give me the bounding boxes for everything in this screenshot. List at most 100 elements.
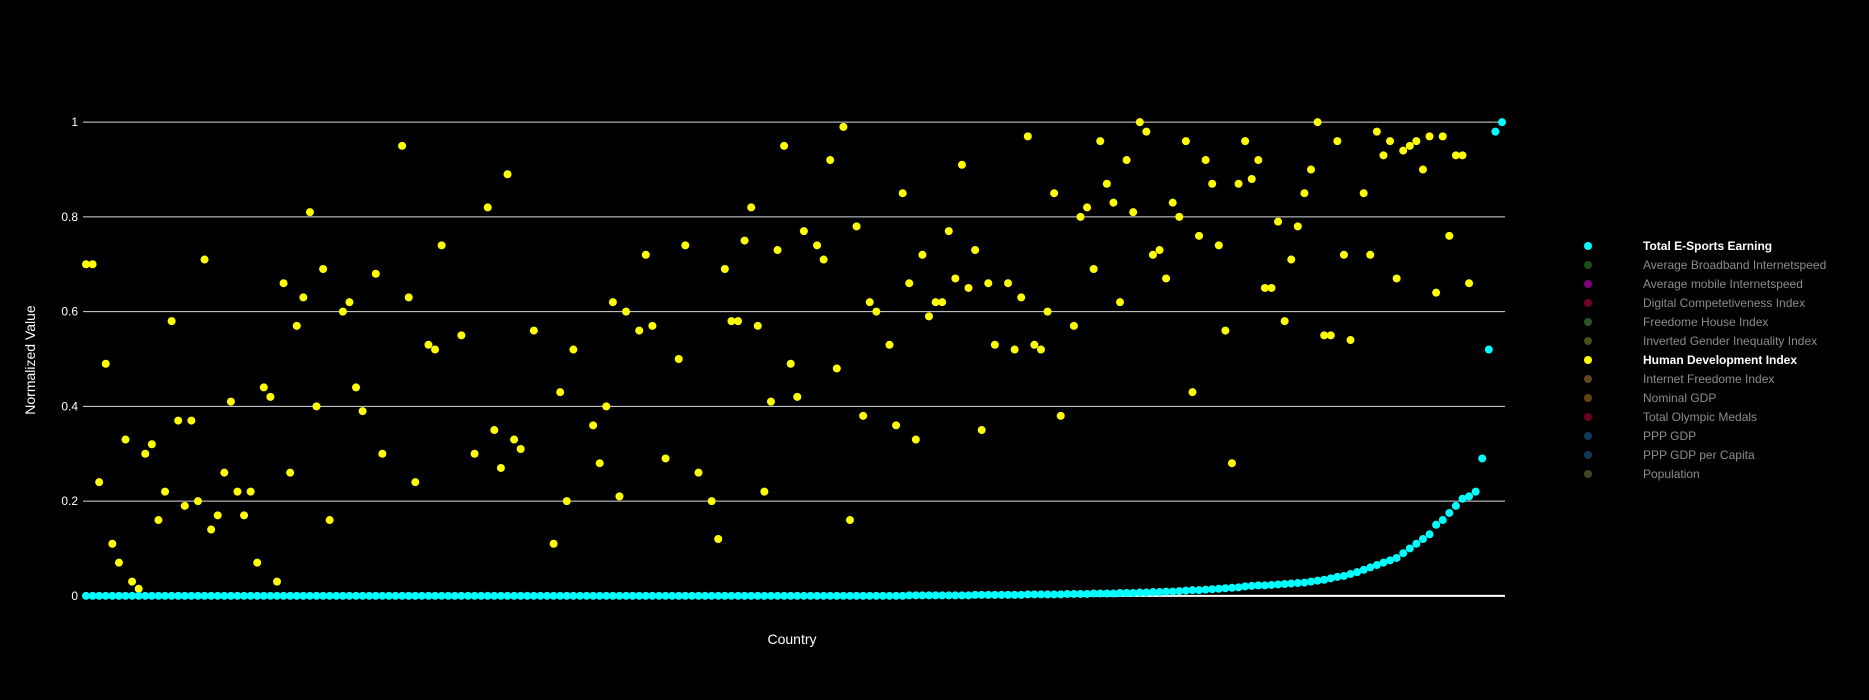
point-human-development-index — [1333, 137, 1342, 146]
point-total-e-sports-earning — [437, 591, 446, 600]
point-human-development-index — [872, 307, 881, 316]
point-human-development-index — [1392, 274, 1401, 283]
point-total-e-sports-earning — [154, 591, 163, 600]
point-total-e-sports-earning — [1491, 127, 1500, 136]
point-total-e-sports-earning — [562, 591, 571, 600]
legend-label: Total E-Sports Earning — [1643, 239, 1772, 253]
point-human-development-index — [167, 317, 176, 326]
y-axis-ticks: 0 0.2 0.4 0.6 0.8 1 — [61, 115, 78, 603]
legend-marker — [1584, 280, 1592, 288]
point-total-e-sports-earning — [193, 591, 202, 600]
point-total-e-sports-earning — [549, 591, 558, 600]
point-total-e-sports-earning — [114, 591, 123, 600]
legend-item-nominal-gdp[interactable]: Nominal GDP — [1584, 391, 1716, 405]
legend-item-digital-competetiveness-index[interactable]: Digital Competetiveness Index — [1584, 296, 1805, 310]
point-human-development-index — [529, 326, 538, 335]
point-total-e-sports-earning — [1195, 586, 1204, 595]
point-total-e-sports-earning — [813, 591, 822, 600]
point-human-development-index — [569, 345, 578, 354]
point-human-development-index — [964, 283, 973, 292]
point-total-e-sports-earning — [1359, 565, 1368, 574]
point-total-e-sports-earning — [200, 591, 209, 600]
point-total-e-sports-earning — [681, 591, 690, 600]
point-total-e-sports-earning — [207, 591, 216, 600]
point-total-e-sports-earning — [1214, 584, 1223, 593]
point-human-development-index — [1451, 151, 1460, 160]
point-total-e-sports-earning — [180, 591, 189, 600]
point-human-development-index — [549, 539, 558, 548]
point-total-e-sports-earning — [463, 591, 472, 600]
point-total-e-sports-earning — [1129, 589, 1138, 597]
legend-item-total-olympic-medals[interactable]: Total Olympic Medals — [1584, 410, 1757, 424]
legend-item-freedome-house-index[interactable]: Freedome House Index — [1584, 315, 1768, 329]
point-total-e-sports-earning — [1451, 501, 1460, 510]
point-human-development-index — [760, 487, 769, 496]
point-total-e-sports-earning — [1313, 576, 1322, 585]
point-human-development-index — [1359, 189, 1368, 198]
point-human-development-index — [977, 426, 986, 435]
point-human-development-index — [503, 170, 512, 179]
legend-item-average-broadband-internetspeed[interactable]: Average Broadband Internetspeed — [1584, 258, 1826, 272]
point-total-e-sports-earning — [878, 591, 887, 600]
point-total-e-sports-earning — [575, 591, 584, 600]
legend-item-ppp-gdp-per-capita[interactable]: PPP GDP per Capita — [1584, 448, 1755, 462]
point-human-development-index — [622, 307, 631, 316]
point-human-development-index — [892, 421, 901, 430]
point-total-e-sports-earning — [450, 591, 459, 600]
point-human-development-index — [608, 298, 617, 307]
point-total-e-sports-earning — [121, 591, 130, 600]
point-total-e-sports-earning — [1471, 487, 1480, 496]
legend-item-inverted-gender-inequality-index[interactable]: Inverted Gender Inequality Index — [1584, 334, 1817, 348]
legend-label: Human Development Index — [1643, 353, 1797, 367]
point-total-e-sports-earning — [1438, 516, 1447, 525]
legend-marker — [1584, 375, 1592, 383]
point-human-development-index — [187, 416, 196, 425]
point-human-development-index — [411, 478, 420, 487]
point-human-development-index — [595, 459, 604, 468]
point-human-development-index — [1017, 293, 1026, 302]
point-total-e-sports-earning — [720, 591, 729, 600]
point-total-e-sports-earning — [1405, 544, 1414, 553]
point-human-development-index — [707, 497, 716, 506]
legend-item-population[interactable]: Population — [1584, 467, 1700, 481]
point-human-development-index — [1458, 151, 1467, 160]
point-total-e-sports-earning — [253, 591, 262, 600]
point-human-development-index — [1155, 246, 1164, 255]
point-total-e-sports-earning — [628, 591, 637, 600]
legend[interactable]: Total E-Sports Earning Average Broadband … — [1584, 239, 1826, 481]
point-total-e-sports-earning — [885, 591, 894, 600]
point-human-development-index — [1096, 137, 1105, 146]
point-total-e-sports-earning — [1326, 574, 1335, 583]
legend-item-internet-freedome-index[interactable]: Internet Freedome Index — [1584, 372, 1774, 386]
point-total-e-sports-earning — [1293, 579, 1302, 588]
point-total-e-sports-earning — [714, 591, 723, 600]
point-human-development-index — [1030, 340, 1039, 349]
point-total-e-sports-earning — [674, 591, 683, 600]
y-axis-label: Normalized Value — [22, 305, 38, 415]
point-human-development-index — [180, 501, 189, 510]
point-total-e-sports-earning — [635, 591, 644, 600]
point-human-development-index — [839, 122, 848, 131]
point-human-development-index — [1280, 317, 1289, 326]
point-human-development-index — [246, 487, 255, 496]
legend-item-average-mobile-internetspeed[interactable]: Average mobile Internetspeed — [1584, 277, 1803, 291]
legend-marker — [1584, 394, 1592, 402]
legend-item-human-development-index[interactable]: Human Development Index — [1584, 353, 1797, 367]
point-human-development-index — [859, 411, 868, 420]
x-axis-label: Country — [767, 631, 816, 647]
point-total-e-sports-earning — [1241, 582, 1250, 591]
point-human-development-index — [1181, 137, 1190, 146]
legend-item-total-e-sports-earning[interactable]: Total E-Sports Earning — [1584, 239, 1772, 253]
point-total-e-sports-earning — [134, 591, 143, 600]
point-human-development-index — [233, 487, 242, 496]
point-human-development-index — [213, 511, 222, 520]
point-total-e-sports-earning — [654, 591, 663, 600]
point-total-e-sports-earning — [990, 590, 999, 599]
point-total-e-sports-earning — [1227, 583, 1236, 592]
legend-item-ppp-gdp[interactable]: PPP GDP — [1584, 429, 1696, 443]
point-total-e-sports-earning — [292, 591, 301, 600]
point-total-e-sports-earning — [595, 591, 604, 600]
point-total-e-sports-earning — [918, 591, 927, 600]
point-total-e-sports-earning — [1280, 580, 1289, 588]
point-total-e-sports-earning — [1445, 508, 1454, 517]
